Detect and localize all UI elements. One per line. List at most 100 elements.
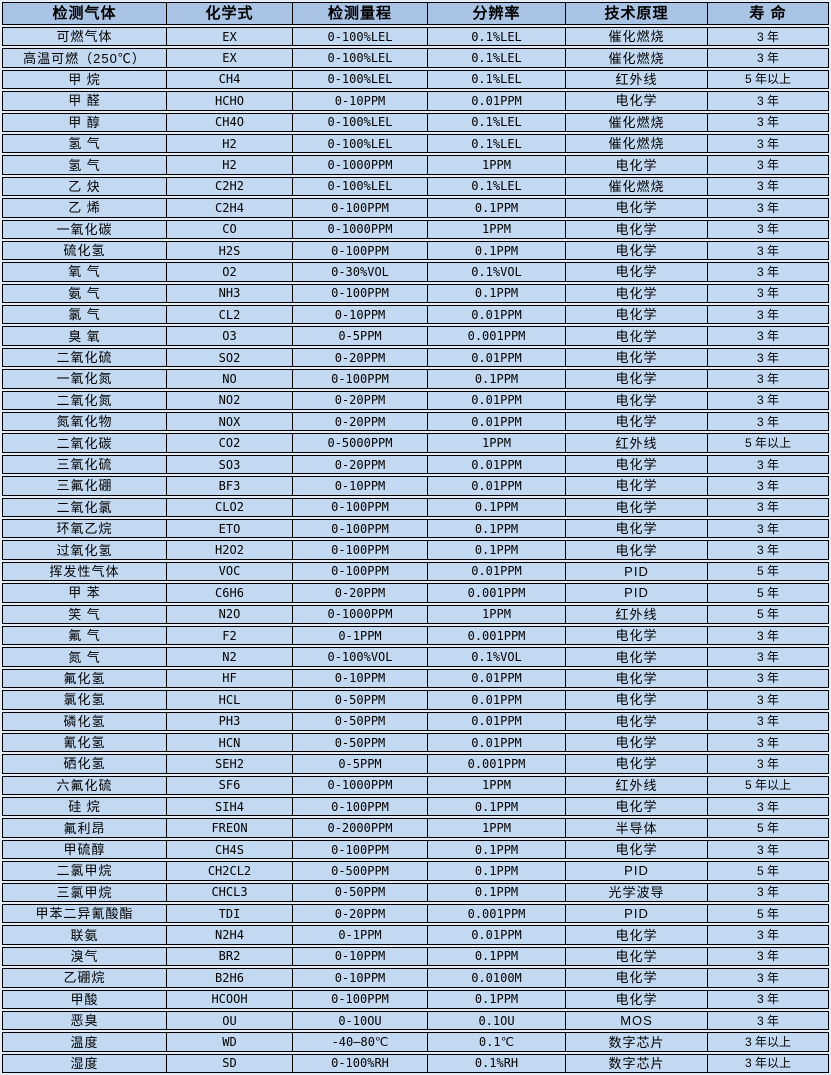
table-row: 氨 气 NH3 0-100PPM 0.1PPM 电化学 3 年 — [2, 283, 829, 304]
cell-principle: 电化学 — [566, 156, 708, 174]
table-row: 氢 气 H2 0-1000PPM 1PPM 电化学 3 年 — [2, 155, 829, 175]
cell-range: 0-100%LEL — [293, 28, 428, 46]
cell-resolution: 1PPM — [428, 220, 566, 238]
cell-lifespan: 3 年 — [756, 992, 779, 1007]
cell-resolution: 0.1℃ — [428, 1033, 566, 1051]
cell-principle: 电化学 — [566, 477, 708, 495]
cell-resolution: 0.1%LEL — [428, 113, 566, 131]
cell-principle: 催化燃烧 — [566, 134, 708, 153]
cell-lifespan: 3 年 — [756, 478, 779, 493]
cell-formula: CLO2 — [167, 498, 293, 516]
cell-range: 0-1000PPM — [293, 776, 428, 795]
cell-gas: 联氨 — [3, 926, 167, 944]
cell-formula: H2 — [167, 134, 293, 153]
cell-principle: 电化学 — [566, 284, 708, 303]
cell-lifespan: 3 年 — [756, 414, 779, 429]
cell-principle: 电化学 — [566, 541, 708, 559]
cell-gas: 甲 苯 — [3, 584, 167, 602]
cell-principle: 电化学 — [566, 391, 708, 410]
cell-resolution: 0.01PPM — [428, 562, 566, 581]
cell-range: 0-10PPM — [293, 477, 428, 495]
cell-lifespan: 3 年 — [756, 970, 779, 985]
cell-resolution: 0.1%LEL — [428, 134, 566, 153]
cell-gas: 氮氧化物 — [3, 413, 167, 431]
cell-lifespan: 5 年 — [756, 906, 779, 921]
table-row: 甲 烷 CH4 0-100%LEL 0.1%LEL 红外线 5 年以上 — [2, 69, 829, 90]
cell-range: 0-100PPM — [293, 562, 428, 581]
cell-formula: HCHO — [167, 92, 293, 110]
cell-formula: SO2 — [167, 348, 293, 367]
cell-gas: 乙 炔 — [3, 177, 167, 196]
cell-range: 0-50PPM — [293, 691, 428, 709]
table-row: 过氧化氢 H2O2 0-100PPM 0.1PPM 电化学 3 年 — [2, 540, 829, 560]
table-row: 氰化氢 HCN 0-50PPM 0.01PPM 电化学 3 年 — [2, 732, 829, 753]
table-row: 氮 气 N2 0-100%VOL 0.1%VOL 电化学 3 年 — [2, 647, 829, 667]
table-body: 可燃气体 EX 0-100%LEL 0.1%LEL 催化燃烧 3 年 高温可燃（… — [2, 27, 829, 1074]
cell-range: 0-10PPM — [293, 669, 428, 688]
cell-gas: 甲 烷 — [3, 70, 167, 89]
cell-resolution: 0.1PPM — [428, 199, 566, 217]
cell-resolution: 0.01PPM — [428, 455, 566, 474]
cell-formula: N2 — [167, 648, 293, 666]
cell-resolution: 0.1%VOL — [428, 648, 566, 666]
cell-resolution: 0.1%LEL — [428, 49, 566, 67]
cell-formula: N2H4 — [167, 926, 293, 944]
cell-lifespan: 3 年 — [756, 200, 779, 215]
table-row: 一氧化碳 CO 0-1000PPM 1PPM 电化学 3 年 — [2, 219, 829, 239]
cell-formula: O3 — [167, 327, 293, 345]
table-row: 二氯甲烷 CH2CL2 0-500PPM 0.1PPM PID 5 年 — [2, 861, 829, 881]
cell-gas: 湿度 — [3, 1054, 167, 1073]
cell-resolution: 0.001PPM — [428, 905, 566, 923]
cell-principle: 半导体 — [566, 819, 708, 837]
cell-resolution: 0.01PPM — [428, 306, 566, 324]
table-row: 笑 气 N2O 0-1000PPM 1PPM 红外线 5 年 — [2, 604, 829, 624]
cell-formula: TDI — [167, 905, 293, 923]
cell-lifespan: 3 年 — [756, 243, 779, 258]
cell-formula: N2O — [167, 605, 293, 623]
cell-resolution: 0.1%LEL — [428, 28, 566, 46]
cell-lifespan: 3 年 — [756, 179, 779, 194]
cell-gas: 甲 醇 — [3, 113, 167, 131]
cell-resolution: 0.1%LEL — [428, 70, 566, 89]
cell-lifespan: 3 年 — [756, 29, 779, 44]
cell-range: 0-20PPM — [293, 905, 428, 923]
cell-range: 0-20PPM — [293, 455, 428, 474]
cell-formula: CH4S — [167, 840, 293, 859]
cell-range: 0-1PPM — [293, 626, 428, 645]
cell-principle: 电化学 — [566, 798, 708, 816]
cell-gas: 二氧化氮 — [3, 391, 167, 410]
cell-principle: 电化学 — [566, 691, 708, 709]
cell-gas: 硫化氢 — [3, 241, 167, 260]
cell-range: 0-100PPM — [293, 541, 428, 559]
cell-gas: 三氯甲烷 — [3, 883, 167, 902]
cell-gas: 甲 醛 — [3, 92, 167, 110]
cell-gas: 挥发性气体 — [3, 562, 167, 581]
cell-gas: 乙硼烷 — [3, 969, 167, 987]
cell-principle: 电化学 — [566, 455, 708, 474]
cell-principle: 催化燃烧 — [566, 113, 708, 131]
cell-gas: 硅 烷 — [3, 798, 167, 816]
cell-gas: 过氧化氢 — [3, 541, 167, 559]
cell-gas: 氢 气 — [3, 134, 167, 153]
cell-formula: SIH4 — [167, 798, 293, 816]
cell-principle: 催化燃烧 — [566, 49, 708, 67]
table-row: 甲 醛 HCHO 0-10PPM 0.01PPM 电化学 3 年 — [2, 91, 829, 111]
table-row: 磷化氢 PH3 0-50PPM 0.01PPM 电化学 3 年 — [2, 711, 829, 731]
cell-principle: 光学波导 — [566, 883, 708, 902]
column-header-resolution: 分辨率 — [428, 3, 566, 24]
cell-principle: 电化学 — [566, 370, 708, 388]
cell-resolution: 0.1PPM — [428, 241, 566, 260]
cell-gas: 六氟化硫 — [3, 776, 167, 795]
table-row: 恶臭 OU 0-10OU 0.1OU MOS 3 年 — [2, 1010, 829, 1031]
cell-principle: 电化学 — [566, 519, 708, 538]
cell-principle: 电化学 — [566, 755, 708, 773]
cell-lifespan: 3 年 — [756, 842, 779, 857]
table-row: 甲酸 HCOOH 0-100PPM 0.1PPM 电化学 3 年 — [2, 989, 829, 1009]
cell-principle: 电化学 — [566, 327, 708, 345]
cell-gas: 三氟化硼 — [3, 477, 167, 495]
cell-resolution: 1PPM — [428, 156, 566, 174]
table-row: 氟 气 F2 0-1PPM 0.001PPM 电化学 3 年 — [2, 625, 829, 646]
cell-resolution: 0.01PPM — [428, 477, 566, 495]
cell-lifespan: 3 年 — [756, 1013, 779, 1028]
cell-resolution: 0.1%RH — [428, 1054, 566, 1073]
